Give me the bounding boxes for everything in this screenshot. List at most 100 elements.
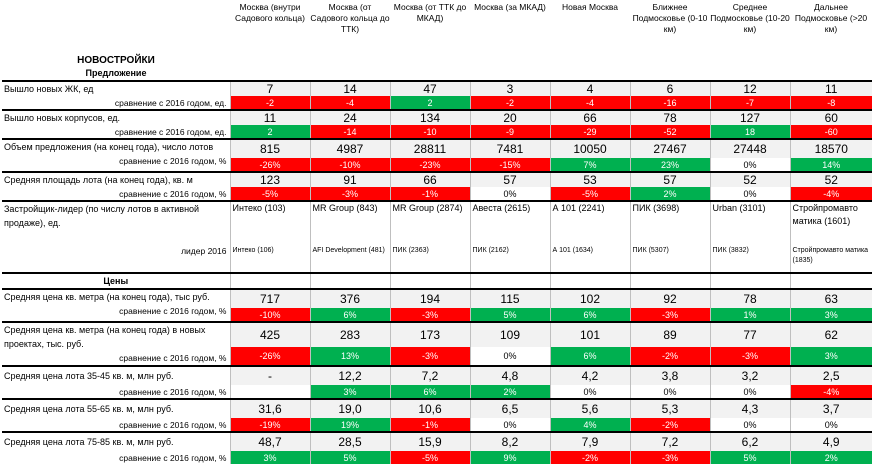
metric-label: Вышло новых ЖК, ед <box>2 80 230 96</box>
leader-2016-value: А 101 (1634) <box>549 246 630 274</box>
metric-value: 47 <box>389 80 470 96</box>
metric-label: Средняя цена кв. метра (на конец года) в… <box>2 321 230 366</box>
comparison-value: 6% <box>309 308 390 322</box>
metric-value: 8,2 <box>469 431 550 451</box>
metric-value: 2,5 <box>789 365 872 385</box>
comparison-value: 1% <box>709 308 790 322</box>
metric-value: 717 <box>229 288 310 308</box>
metric-value: 92 <box>629 288 710 308</box>
comparison-value: 7% <box>549 158 630 172</box>
comparison-value: -5% <box>389 451 470 464</box>
comparison-value: 6% <box>549 347 630 366</box>
leader-value: А 101 (2241) <box>549 200 630 246</box>
metric-value: 283 <box>309 320 390 348</box>
section-prices-row: Цены <box>2 273 872 289</box>
metric-value: 4987 <box>309 138 390 158</box>
comparison-value: -4 <box>549 96 630 110</box>
comparison-row: сравнение с 2016 годом, % 3% 6% 2% 0% 0% 0% -4% <box>2 385 872 399</box>
comparison-value: 0% <box>629 385 710 399</box>
metric-value: 173 <box>389 320 470 348</box>
metric-label: Вышло новых корпусов, ед. <box>2 109 230 125</box>
comparison-label: сравнение с 2016 годом, % <box>119 188 227 199</box>
metric-value: 19,0 <box>309 398 390 418</box>
leader-value: Urban (3101) <box>709 200 790 246</box>
metric-row: Средняя цена лота 55-65 кв. м, млн руб. 3… <box>2 398 872 418</box>
leader-2016-value: ПИК (3832) <box>709 246 790 274</box>
empty-cell <box>789 273 872 289</box>
region-header: Москва (от Садового кольца до ТТК) <box>310 2 390 34</box>
metric-value: 194 <box>389 288 470 308</box>
metric-value: 4,3 <box>709 398 790 418</box>
comparison-value: 2% <box>789 451 872 464</box>
metric-value: 134 <box>389 109 470 125</box>
section-supply-row: Предложение <box>2 66 872 82</box>
metric-value: 5,3 <box>629 398 710 418</box>
region-header: Москва (за МКАД) <box>474 2 546 12</box>
metric-value: 77 <box>709 320 790 348</box>
metric-value: 10050 <box>549 138 630 158</box>
metric-value: 12,2 <box>309 365 390 385</box>
comparison-value: 23% <box>629 158 710 172</box>
metric-value: 20 <box>469 109 550 125</box>
comparison-value: -9 <box>469 125 550 139</box>
leader-value: ПИК (3698) <box>629 200 710 246</box>
comparison-value: -5% <box>229 187 310 201</box>
comparison-label: сравнение с 2016 годом, % <box>119 452 227 463</box>
metric-value: 48,7 <box>229 431 310 451</box>
metric-label: Средняя площадь лота (на конец года), кв… <box>2 171 230 187</box>
comparison-value: -3% <box>389 347 470 366</box>
comparison-value: -1% <box>389 418 470 432</box>
comparison-value: -23% <box>389 158 470 172</box>
comparison-value: -3% <box>629 451 710 464</box>
comparison-value: -3% <box>629 308 710 322</box>
metric-value: 115 <box>469 288 550 308</box>
comparison-value: 2 <box>389 96 470 110</box>
comparison-row: сравнение с 2016 годом, % -19% 19% -1% 0% 4% -… <box>2 418 872 432</box>
empty-cell <box>629 273 710 289</box>
metric-value: 109 <box>469 320 550 348</box>
comparison-value: -3% <box>389 308 470 322</box>
leader-value: Интеко (103) <box>229 200 310 246</box>
comparison-value: 5% <box>309 451 390 464</box>
leader-value: MR Group (843) <box>309 200 390 246</box>
comparison-label: сравнение с 2016 годом, % <box>119 386 227 397</box>
metric-row: Вышло новых ЖК, ед 7 14 47 3 4 6 12 11 <box>2 80 872 96</box>
comparison-value: 2% <box>469 385 550 399</box>
metric-value: 7481 <box>469 138 550 158</box>
comparison-value: -1% <box>389 187 470 201</box>
leader-2016-value: ПИК (5307) <box>629 246 710 274</box>
comparison-value: 5% <box>709 451 790 464</box>
comparison-value: 14% <box>789 158 872 172</box>
comparison-value: 0% <box>469 418 550 432</box>
comparison-row: -26% 13% -3% 0% 6% -2% -3% 3% <box>2 347 872 366</box>
section-supply-title: Предложение <box>2 66 230 82</box>
comparison-value: 0% <box>789 418 872 432</box>
comparison-row: -10% 6% -3% 5% 6% -3% 1% 3% <box>2 308 872 322</box>
comparison-value: -10% <box>309 158 390 172</box>
region-header: Среднее Подмосковье (10-20 км) <box>710 2 790 34</box>
comparison-row: -26% -10% -23% -15% 7% 23% 0% 14% <box>2 158 872 172</box>
comparison-value: -16 <box>629 96 710 110</box>
metric-value: 4,9 <box>789 431 872 451</box>
comparison-value: 2% <box>629 187 710 201</box>
comparison-value: 18 <box>709 125 790 139</box>
metric-value: 15,9 <box>389 431 470 451</box>
leader-2016-value: Интеко (106) <box>229 246 310 274</box>
leader-2016-value: ПИК (2162) <box>469 246 550 274</box>
empty-cell <box>309 273 390 289</box>
metric-value: 6 <box>629 80 710 96</box>
comparison-value: -26% <box>229 158 310 172</box>
comparison-label: сравнение с 2016 годом, ед. <box>114 97 227 108</box>
empty-cell <box>549 273 630 289</box>
comparison-value: 0% <box>469 347 550 366</box>
metric-row: Средняя цена лота 35-45 кв. м, млн руб. -… <box>2 365 872 385</box>
comparison-row: сравнение с 2016 годом, ед. 2 -14 -10 -9 -29-… <box>2 125 872 139</box>
empty-cell <box>389 273 470 289</box>
comparison-value: 0% <box>549 385 630 399</box>
metric-value: 66 <box>549 109 630 125</box>
comparison-value: 3% <box>789 308 872 322</box>
metric-value: 4 <box>549 80 630 96</box>
comparison-value: 5% <box>469 308 550 322</box>
comparison-value: 19% <box>309 418 390 432</box>
